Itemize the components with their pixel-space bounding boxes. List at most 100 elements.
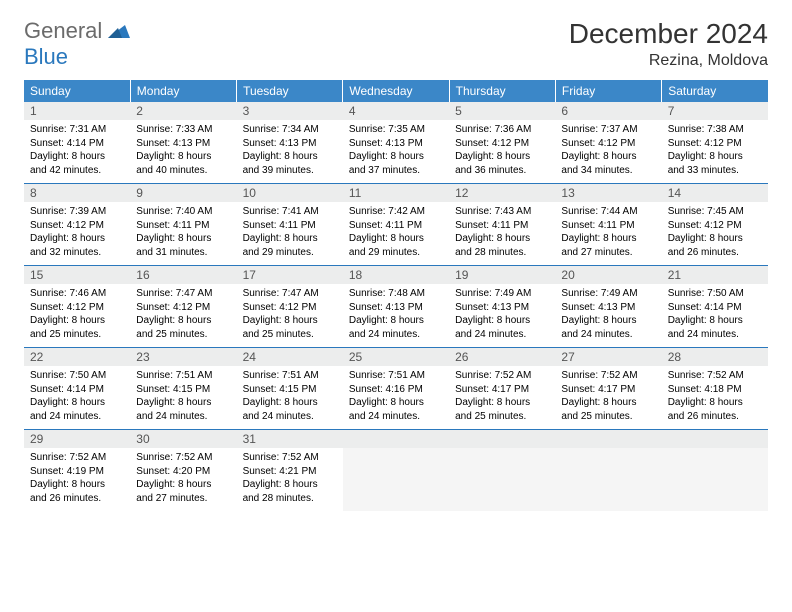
daylight-text: Daylight: 8 hours and 26 minutes.	[668, 232, 762, 259]
day-number: 23	[130, 348, 236, 367]
day-number: 7	[662, 102, 768, 120]
day-cell: Sunrise: 7:51 AMSunset: 4:16 PMDaylight:…	[343, 366, 449, 430]
sunrise-text: Sunrise: 7:51 AM	[136, 369, 230, 383]
day-content-row: Sunrise: 7:50 AMSunset: 4:14 PMDaylight:…	[24, 366, 768, 430]
sunset-text: Sunset: 4:12 PM	[30, 301, 124, 315]
daylight-text: Daylight: 8 hours and 26 minutes.	[668, 396, 762, 423]
sunrise-text: Sunrise: 7:39 AM	[30, 205, 124, 219]
day-cell: Sunrise: 7:46 AMSunset: 4:12 PMDaylight:…	[24, 284, 130, 348]
sunset-text: Sunset: 4:12 PM	[243, 301, 337, 315]
daylight-text: Daylight: 8 hours and 36 minutes.	[455, 150, 549, 177]
sunset-text: Sunset: 4:13 PM	[349, 301, 443, 315]
daylight-text: Daylight: 8 hours and 25 minutes.	[243, 314, 337, 341]
day-cell: Sunrise: 7:52 AMSunset: 4:17 PMDaylight:…	[449, 366, 555, 430]
weekday-header: Tuesday	[237, 80, 343, 102]
sunrise-text: Sunrise: 7:52 AM	[668, 369, 762, 383]
day-cell: Sunrise: 7:49 AMSunset: 4:13 PMDaylight:…	[555, 284, 661, 348]
daylight-text: Daylight: 8 hours and 27 minutes.	[561, 232, 655, 259]
day-number: 20	[555, 266, 661, 285]
location: Rezina, Moldova	[569, 52, 768, 70]
day-number-row: 891011121314	[24, 184, 768, 203]
daylight-text: Daylight: 8 hours and 40 minutes.	[136, 150, 230, 177]
sunset-text: Sunset: 4:15 PM	[136, 383, 230, 397]
day-cell	[662, 448, 768, 511]
day-number: 4	[343, 102, 449, 120]
day-number: 10	[237, 184, 343, 203]
day-cell: Sunrise: 7:52 AMSunset: 4:17 PMDaylight:…	[555, 366, 661, 430]
sunset-text: Sunset: 4:13 PM	[349, 137, 443, 151]
daylight-text: Daylight: 8 hours and 37 minutes.	[349, 150, 443, 177]
sunset-text: Sunset: 4:18 PM	[668, 383, 762, 397]
day-number-row: 15161718192021	[24, 266, 768, 285]
sunset-text: Sunset: 4:16 PM	[349, 383, 443, 397]
day-cell	[555, 448, 661, 511]
sunrise-text: Sunrise: 7:49 AM	[455, 287, 549, 301]
day-number: 21	[662, 266, 768, 285]
daylight-text: Daylight: 8 hours and 25 minutes.	[455, 396, 549, 423]
daylight-text: Daylight: 8 hours and 24 minutes.	[30, 396, 124, 423]
day-number: 30	[130, 430, 236, 449]
header: General December 2024 Rezina, Moldova	[24, 18, 768, 70]
sunrise-text: Sunrise: 7:43 AM	[455, 205, 549, 219]
sunset-text: Sunset: 4:14 PM	[30, 137, 124, 151]
sunrise-text: Sunrise: 7:37 AM	[561, 123, 655, 137]
day-cell: Sunrise: 7:36 AMSunset: 4:12 PMDaylight:…	[449, 120, 555, 184]
day-cell: Sunrise: 7:34 AMSunset: 4:13 PMDaylight:…	[237, 120, 343, 184]
day-number: 18	[343, 266, 449, 285]
sunrise-text: Sunrise: 7:33 AM	[136, 123, 230, 137]
daylight-text: Daylight: 8 hours and 33 minutes.	[668, 150, 762, 177]
sunrise-text: Sunrise: 7:48 AM	[349, 287, 443, 301]
sunset-text: Sunset: 4:11 PM	[455, 219, 549, 233]
day-number: 9	[130, 184, 236, 203]
sunrise-text: Sunrise: 7:47 AM	[243, 287, 337, 301]
day-cell: Sunrise: 7:43 AMSunset: 4:11 PMDaylight:…	[449, 202, 555, 266]
day-number-row: 293031	[24, 430, 768, 449]
day-cell: Sunrise: 7:51 AMSunset: 4:15 PMDaylight:…	[130, 366, 236, 430]
sunrise-text: Sunrise: 7:52 AM	[136, 451, 230, 465]
day-number-row: 22232425262728	[24, 348, 768, 367]
sunset-text: Sunset: 4:13 PM	[136, 137, 230, 151]
sunset-text: Sunset: 4:11 PM	[243, 219, 337, 233]
day-cell: Sunrise: 7:40 AMSunset: 4:11 PMDaylight:…	[130, 202, 236, 266]
day-cell: Sunrise: 7:50 AMSunset: 4:14 PMDaylight:…	[662, 284, 768, 348]
day-content-row: Sunrise: 7:46 AMSunset: 4:12 PMDaylight:…	[24, 284, 768, 348]
sunrise-text: Sunrise: 7:52 AM	[243, 451, 337, 465]
daylight-text: Daylight: 8 hours and 29 minutes.	[243, 232, 337, 259]
daylight-text: Daylight: 8 hours and 24 minutes.	[455, 314, 549, 341]
daylight-text: Daylight: 8 hours and 24 minutes.	[349, 396, 443, 423]
day-cell: Sunrise: 7:38 AMSunset: 4:12 PMDaylight:…	[662, 120, 768, 184]
sunset-text: Sunset: 4:11 PM	[349, 219, 443, 233]
day-number: 22	[24, 348, 130, 367]
sunset-text: Sunset: 4:13 PM	[455, 301, 549, 315]
sunrise-text: Sunrise: 7:47 AM	[136, 287, 230, 301]
sunrise-text: Sunrise: 7:40 AM	[136, 205, 230, 219]
day-number	[449, 430, 555, 449]
sunrise-text: Sunrise: 7:36 AM	[455, 123, 549, 137]
day-number	[343, 430, 449, 449]
day-cell: Sunrise: 7:51 AMSunset: 4:15 PMDaylight:…	[237, 366, 343, 430]
day-content-row: Sunrise: 7:31 AMSunset: 4:14 PMDaylight:…	[24, 120, 768, 184]
logo-blue-wrap: Blue	[24, 44, 68, 70]
sunrise-text: Sunrise: 7:52 AM	[561, 369, 655, 383]
sunrise-text: Sunrise: 7:49 AM	[561, 287, 655, 301]
sunrise-text: Sunrise: 7:44 AM	[561, 205, 655, 219]
sunset-text: Sunset: 4:19 PM	[30, 465, 124, 479]
day-cell: Sunrise: 7:37 AMSunset: 4:12 PMDaylight:…	[555, 120, 661, 184]
sunset-text: Sunset: 4:12 PM	[668, 219, 762, 233]
day-cell: Sunrise: 7:52 AMSunset: 4:18 PMDaylight:…	[662, 366, 768, 430]
day-number: 25	[343, 348, 449, 367]
day-cell: Sunrise: 7:52 AMSunset: 4:21 PMDaylight:…	[237, 448, 343, 511]
sunset-text: Sunset: 4:12 PM	[136, 301, 230, 315]
daylight-text: Daylight: 8 hours and 24 minutes.	[668, 314, 762, 341]
sunrise-text: Sunrise: 7:51 AM	[243, 369, 337, 383]
daylight-text: Daylight: 8 hours and 32 minutes.	[30, 232, 124, 259]
sunrise-text: Sunrise: 7:38 AM	[668, 123, 762, 137]
daylight-text: Daylight: 8 hours and 24 minutes.	[136, 396, 230, 423]
day-number: 14	[662, 184, 768, 203]
sunset-text: Sunset: 4:17 PM	[561, 383, 655, 397]
sunset-text: Sunset: 4:12 PM	[668, 137, 762, 151]
day-cell: Sunrise: 7:33 AMSunset: 4:13 PMDaylight:…	[130, 120, 236, 184]
daylight-text: Daylight: 8 hours and 24 minutes.	[561, 314, 655, 341]
title-block: December 2024 Rezina, Moldova	[569, 18, 768, 70]
day-number: 2	[130, 102, 236, 120]
